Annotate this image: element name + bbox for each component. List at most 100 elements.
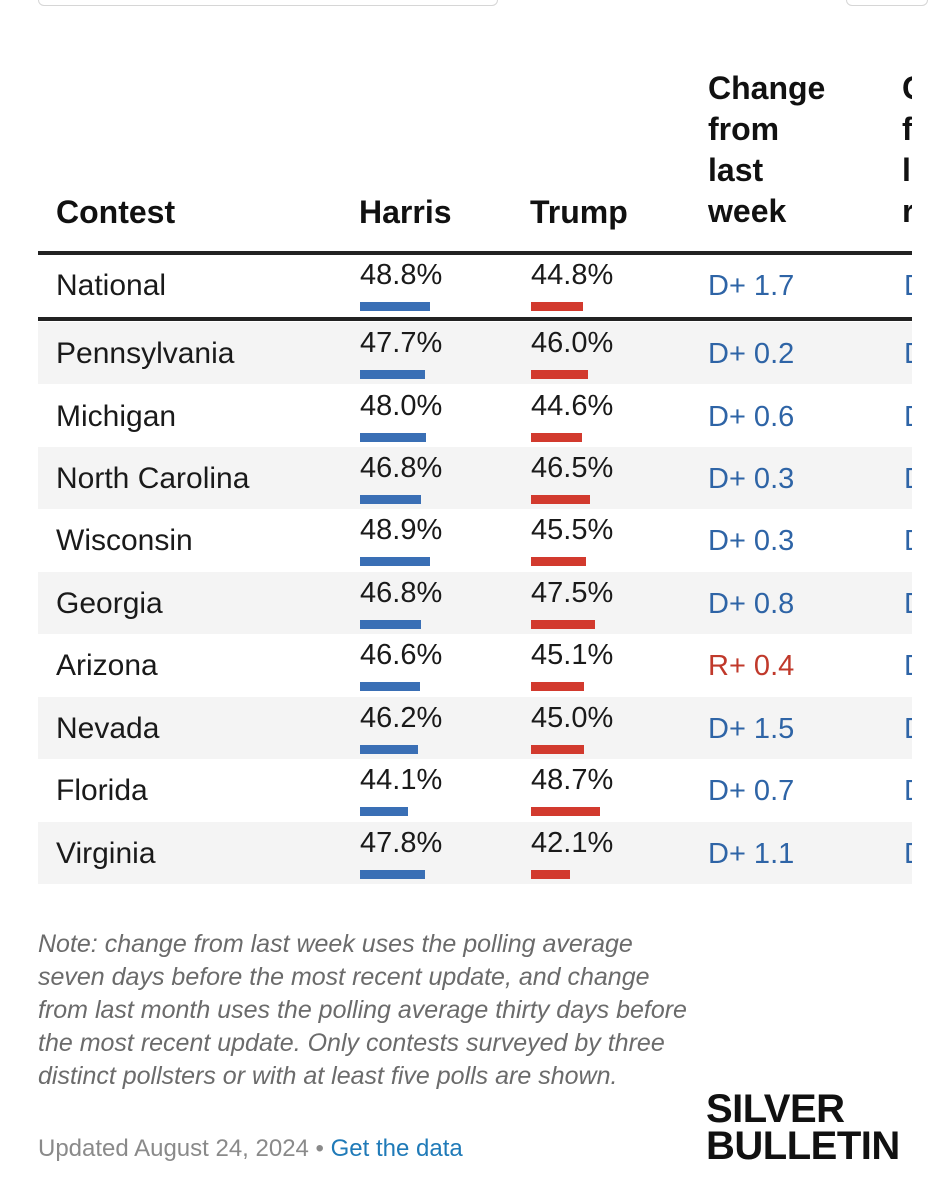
change-month-value: D: [904, 773, 912, 809]
trump-value: 44.8%: [531, 259, 614, 291]
change-week-value: R+ 0.4: [708, 650, 795, 682]
change-week-value: D+ 1.7: [708, 270, 795, 302]
harris-bar: [360, 557, 430, 566]
column-header-change-month: C f l r: [902, 68, 912, 232]
updated-date: Updated August 24, 2024: [38, 1135, 309, 1162]
trump-bar: [531, 557, 586, 566]
header-line: f: [902, 111, 912, 147]
change-month-value: D: [904, 648, 912, 684]
table-row: Georgia 46.8% 47.5% D+ 0.8 D: [38, 572, 912, 634]
trump-value: 44.6%: [531, 390, 614, 422]
harris-bar: [360, 302, 430, 311]
change-month-value: D: [904, 399, 912, 435]
table-row: Nevada 46.2% 45.0% D+ 1.5 D: [38, 697, 912, 759]
table-row: Virginia 47.8% 42.1% D+ 1.1 D: [38, 822, 912, 884]
harris-value: 46.6%: [360, 639, 443, 671]
trump-bar: [531, 807, 600, 816]
table-row: Arizona 46.6% 45.1% R+ 0.4 D: [38, 634, 912, 696]
harris-value: 48.0%: [360, 390, 443, 422]
harris-bar: [360, 682, 420, 691]
contest-name: Florida: [56, 774, 148, 807]
trump-value: 47.5%: [531, 577, 614, 609]
change-month-value: D: [904, 586, 912, 622]
column-header-contest: Contest: [56, 194, 176, 230]
trump-bar: [531, 433, 582, 442]
harris-bar: [360, 433, 426, 442]
header-line: from: [708, 111, 780, 147]
change-week-value: D+ 0.8: [708, 588, 795, 620]
change-month-value: D: [904, 523, 912, 559]
harris-bar: [360, 370, 425, 379]
table-row: National 48.8% 44.8% D+ 1.7 D: [38, 254, 912, 317]
harris-value: 48.9%: [360, 514, 443, 546]
contest-name: Virginia: [56, 837, 156, 870]
table-row: Wisconsin 48.9% 45.5% D+ 0.3 D: [38, 509, 912, 571]
harris-value: 44.1%: [360, 764, 443, 796]
contest-name: National: [56, 269, 167, 302]
harris-value: 48.8%: [360, 259, 443, 291]
harris-bar: [360, 495, 421, 504]
change-week-value: D+ 0.6: [708, 401, 795, 433]
contest-name: Michigan: [56, 400, 177, 433]
trump-value: 45.5%: [531, 514, 614, 546]
trump-bar: [531, 745, 584, 754]
contest-name: Nevada: [56, 712, 160, 745]
header-line: r: [902, 193, 912, 229]
trump-bar: [531, 302, 583, 311]
change-week-value: D+ 1.5: [708, 713, 795, 745]
trump-value: 46.5%: [531, 452, 614, 484]
contest-name: Georgia: [56, 587, 163, 620]
search-box-top[interactable]: [38, 0, 498, 6]
logo-line-1: SILVER: [706, 1091, 845, 1131]
logo-line-2: BULLETIN: [706, 1124, 900, 1168]
trump-bar: [531, 620, 595, 629]
change-week-value: D+ 0.3: [708, 463, 795, 495]
change-month-value: D: [904, 711, 912, 747]
header-rule: [38, 251, 912, 255]
change-week-value: D+ 1.1: [708, 838, 795, 870]
harris-value: 46.8%: [360, 577, 443, 609]
column-header-harris: Harris: [359, 194, 452, 230]
trump-value: 45.0%: [531, 702, 614, 734]
silver-bulletin-logo: SILVER BULLETIN: [706, 1091, 912, 1171]
harris-bar: [360, 745, 418, 754]
footnote: Note: change from last week uses the pol…: [38, 930, 687, 1090]
change-month-value: D: [904, 836, 912, 872]
updated-line: Updated August 24, 2024 • Get the data: [38, 1133, 463, 1165]
table-row: North Carolina 46.8% 46.5% D+ 0.3 D: [38, 447, 912, 509]
trump-bar: [531, 682, 584, 691]
national-rule: [38, 317, 912, 321]
trump-bar: [531, 870, 570, 879]
trump-value: 42.1%: [531, 827, 614, 859]
contest-name: Arizona: [56, 649, 158, 682]
trump-value: 45.1%: [531, 639, 614, 671]
change-week-value: D+ 0.2: [708, 338, 795, 370]
trump-value: 46.0%: [531, 327, 614, 359]
table-row: Michigan 48.0% 44.6% D+ 0.6 D: [38, 385, 912, 447]
column-header-trump: Trump: [530, 194, 628, 230]
harris-value: 46.2%: [360, 702, 443, 734]
change-month-value: D: [904, 461, 912, 497]
harris-value: 47.7%: [360, 327, 443, 359]
contest-name: Wisconsin: [56, 524, 193, 557]
harris-bar: [360, 870, 425, 879]
header-line: l: [902, 152, 911, 188]
trump-bar: [531, 370, 588, 379]
separator: •: [308, 1135, 331, 1162]
column-header-change-week: Change from last week: [708, 68, 825, 232]
harris-bar: [360, 807, 408, 816]
header-line: week: [708, 193, 787, 229]
harris-value: 47.8%: [360, 827, 443, 859]
table-row: Florida 44.1% 48.7% D+ 0.7 D: [38, 759, 912, 821]
trump-value: 48.7%: [531, 764, 614, 796]
get-the-data-link[interactable]: Get the data: [330, 1135, 463, 1162]
table-row: Pennsylvania 47.7% 46.0% D+ 0.2 D: [38, 322, 912, 384]
header-line: last: [708, 152, 764, 188]
dropdown-top[interactable]: [846, 0, 928, 6]
harris-value: 46.8%: [360, 452, 443, 484]
change-week-value: D+ 0.7: [708, 775, 795, 807]
header-line: C: [902, 68, 912, 109]
contest-name: North Carolina: [56, 462, 250, 495]
trump-bar: [531, 495, 590, 504]
contest-name: Pennsylvania: [56, 337, 235, 370]
